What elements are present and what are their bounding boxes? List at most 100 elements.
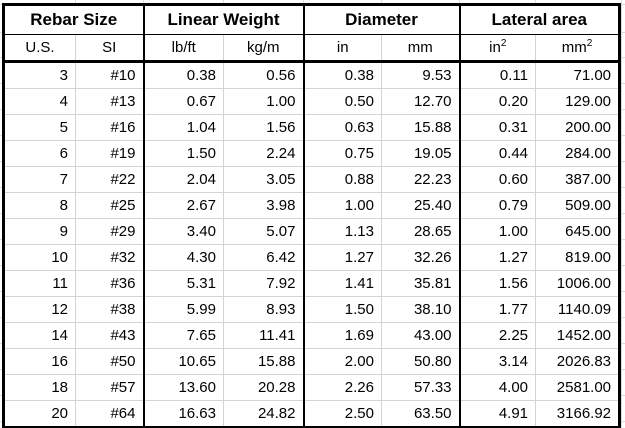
cell[interactable]: 129.00 [535,88,621,115]
cell[interactable]: 9 [3,218,76,245]
cell[interactable]: 16.63 [142,400,224,428]
cell[interactable]: #25 [75,192,144,219]
cell[interactable]: 25.40 [380,192,461,219]
cell[interactable]: 387.00 [535,166,621,193]
cell[interactable]: 2.25 [458,322,537,349]
cell[interactable]: 0.38 [142,61,224,89]
cell[interactable]: 20.28 [223,374,304,401]
cell[interactable]: 1.50 [142,140,224,167]
cell[interactable]: 3166.92 [535,400,621,428]
cell[interactable]: 1.13 [302,218,382,245]
cell[interactable]: 43.00 [380,322,461,349]
col-header-in2[interactable]: in2 [458,34,537,63]
cell[interactable]: 57.33 [380,374,461,401]
cell[interactable]: 0.38 [302,61,382,89]
cell[interactable]: 1.27 [458,244,537,271]
cell[interactable]: 8.93 [223,296,304,323]
cell[interactable]: 1.77 [458,296,537,323]
cell[interactable]: 2.50 [302,400,382,428]
col-header-lb-ft[interactable]: lb/ft [142,34,224,63]
cell[interactable]: 1.00 [458,218,537,245]
cell[interactable]: 15.88 [380,114,461,141]
cell[interactable]: #43 [75,322,144,349]
cell[interactable]: 1.56 [458,270,537,297]
group-header-rebar-size[interactable]: Rebar Size [3,4,144,35]
cell[interactable]: 3.40 [142,218,224,245]
cell[interactable]: #36 [75,270,144,297]
cell[interactable]: 7.92 [223,270,304,297]
cell[interactable]: 63.50 [380,400,461,428]
cell[interactable]: #50 [75,348,144,375]
cell[interactable]: 15.88 [223,348,304,375]
cell[interactable]: #29 [75,218,144,245]
cell[interactable]: 10 [3,244,76,271]
cell[interactable]: 0.63 [302,114,382,141]
cell[interactable]: 1.04 [142,114,224,141]
cell[interactable]: 5.07 [223,218,304,245]
cell[interactable]: 38.10 [380,296,461,323]
cell[interactable]: 1.00 [302,192,382,219]
cell[interactable]: 7.65 [142,322,224,349]
cell[interactable]: 6.42 [223,244,304,271]
cell[interactable]: 32.26 [380,244,461,271]
cell[interactable]: 3.05 [223,166,304,193]
cell[interactable]: 4 [3,88,76,115]
cell[interactable]: 12.70 [380,88,461,115]
cell[interactable]: 5.31 [142,270,224,297]
cell[interactable]: 0.11 [458,61,537,89]
cell[interactable]: 28.65 [380,218,461,245]
cell[interactable]: #13 [75,88,144,115]
cell[interactable]: 4.00 [458,374,537,401]
cell[interactable]: 8 [3,192,76,219]
cell[interactable]: 2.67 [142,192,224,219]
cell[interactable]: 3.98 [223,192,304,219]
cell[interactable]: 2581.00 [535,374,621,401]
cell[interactable]: 50.80 [380,348,461,375]
cell[interactable]: 2.04 [142,166,224,193]
cell[interactable]: 1.27 [302,244,382,271]
cell[interactable]: 13.60 [142,374,224,401]
cell[interactable]: 1.69 [302,322,382,349]
cell[interactable]: #64 [75,400,144,428]
col-header-in[interactable]: in [302,34,382,63]
cell[interactable]: 0.60 [458,166,537,193]
col-header-us[interactable]: U.S. [3,34,76,63]
cell[interactable]: 2.00 [302,348,382,375]
cell[interactable]: 2026.83 [535,348,621,375]
cell[interactable]: 20 [3,400,76,428]
cell[interactable]: 71.00 [535,61,621,89]
cell[interactable]: 9.53 [380,61,461,89]
cell[interactable]: 2.24 [223,140,304,167]
cell[interactable]: 284.00 [535,140,621,167]
cell[interactable]: #38 [75,296,144,323]
cell[interactable]: 5.99 [142,296,224,323]
cell[interactable]: 1.50 [302,296,382,323]
cell[interactable]: 509.00 [535,192,621,219]
cell[interactable]: 0.50 [302,88,382,115]
cell[interactable]: 11.41 [223,322,304,349]
cell[interactable]: 1140.09 [535,296,621,323]
cell[interactable]: 1452.00 [535,322,621,349]
cell[interactable]: 24.82 [223,400,304,428]
group-header-linear-weight[interactable]: Linear Weight [142,4,304,35]
cell[interactable]: 0.88 [302,166,382,193]
col-header-si[interactable]: SI [75,34,144,63]
cell[interactable]: 3.14 [458,348,537,375]
cell[interactable]: #10 [75,61,144,89]
cell[interactable]: 1.56 [223,114,304,141]
cell[interactable]: 0.56 [223,61,304,89]
cell[interactable]: #22 [75,166,144,193]
cell[interactable]: 4.91 [458,400,537,428]
group-header-diameter[interactable]: Diameter [302,4,461,35]
col-header-kg-m[interactable]: kg/m [223,34,304,63]
cell[interactable]: 11 [3,270,76,297]
cell[interactable]: 22.23 [380,166,461,193]
cell[interactable]: 3 [3,61,76,89]
cell[interactable]: #16 [75,114,144,141]
col-header-mm[interactable]: mm [380,34,461,63]
cell[interactable]: 200.00 [535,114,621,141]
cell[interactable]: 2.26 [302,374,382,401]
cell[interactable]: 16 [3,348,76,375]
cell[interactable]: 0.75 [302,140,382,167]
cell[interactable]: 35.81 [380,270,461,297]
